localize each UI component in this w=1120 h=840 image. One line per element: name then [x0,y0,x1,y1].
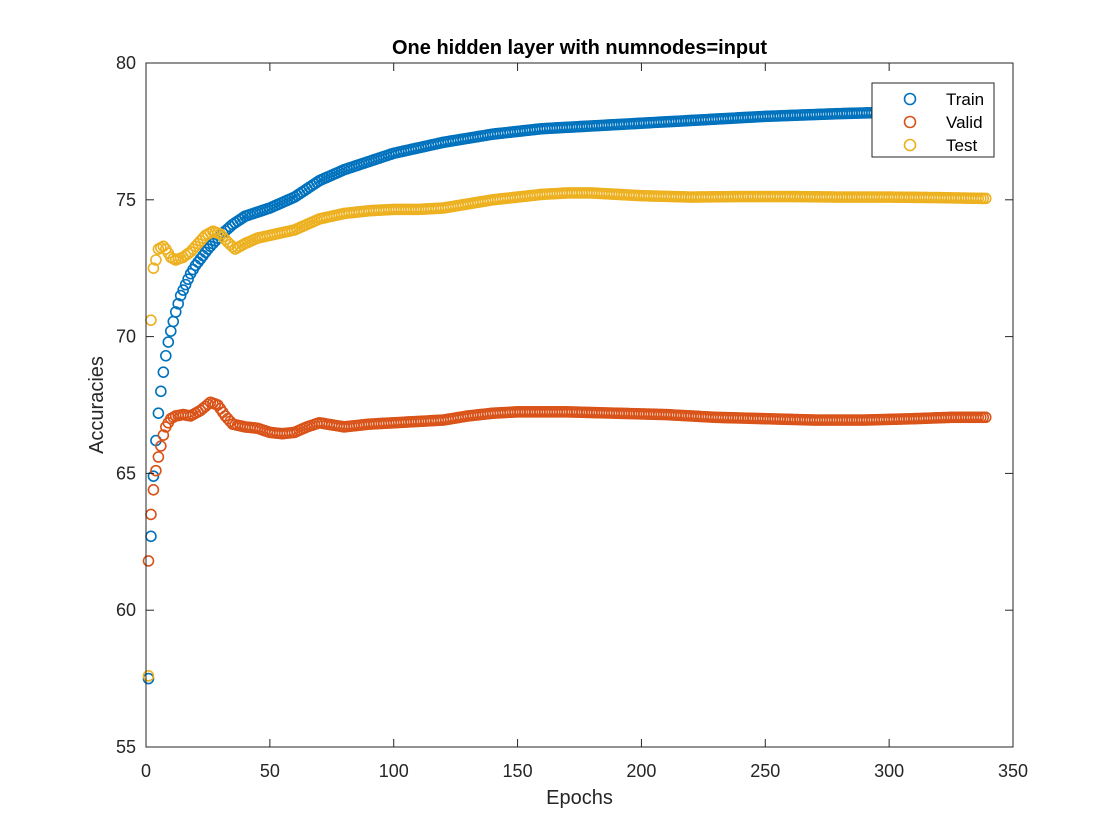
data-point [179,278,192,291]
y-tick-label: 80 [116,53,136,73]
data-point [979,411,992,424]
x-ticks: 0 50 100 150 200 250 300 350 [141,63,1028,781]
data-point [157,429,170,441]
x-tick-label: 100 [379,761,409,781]
legend-entries: Train Valid Test [903,90,984,155]
legend: Train Valid Test [871,82,995,158]
x-tick-label: 200 [626,761,656,781]
data-point [177,284,189,296]
legend-label: Valid [946,113,983,132]
data-point [152,407,165,420]
data-point [174,289,187,302]
data-point [162,336,175,348]
data-point [150,254,162,266]
data-point [160,349,172,362]
axes [145,62,1014,748]
data-point [169,306,182,318]
data-point [150,464,162,477]
y-tick-label: 55 [116,737,136,757]
data-point [142,555,155,567]
data-point [147,470,160,482]
data-point [147,484,160,496]
data-point [147,262,160,275]
y-tick-label: 75 [116,190,136,210]
y-tick-label: 70 [116,327,136,347]
series-test [142,187,992,682]
data-point [172,297,184,310]
legend-box [871,82,995,158]
data-point [155,385,167,398]
plot-background [146,63,1013,747]
series-valid [142,396,992,567]
data-point [979,192,992,205]
data-point [152,451,165,463]
legend-label: Test [946,136,977,155]
data-point [142,670,155,682]
x-tick-label: 250 [750,761,780,781]
y-tick-label: 65 [116,463,136,483]
y-axis-label: Accuracies [86,356,108,454]
legend-marker [903,138,917,152]
data-point [155,440,167,452]
x-tick-label: 50 [260,761,280,781]
x-tick-label: 150 [503,761,533,781]
legend-marker [903,92,917,106]
x-tick-label: 350 [998,761,1028,781]
data-point [157,366,170,378]
legend-label: Train [946,90,984,109]
y-ticks: 55 60 65 70 75 80 [116,53,1013,757]
legend-marker [903,115,917,129]
plot-frame [145,62,1014,748]
chart-title: One hidden layer with numnodes=input [392,37,767,59]
x-tick-label: 300 [874,761,904,781]
y-tick-label: 60 [116,600,136,620]
x-tick-label: 0 [141,761,151,781]
x-axis-label: Epochs [546,787,613,809]
data-point [182,273,194,285]
